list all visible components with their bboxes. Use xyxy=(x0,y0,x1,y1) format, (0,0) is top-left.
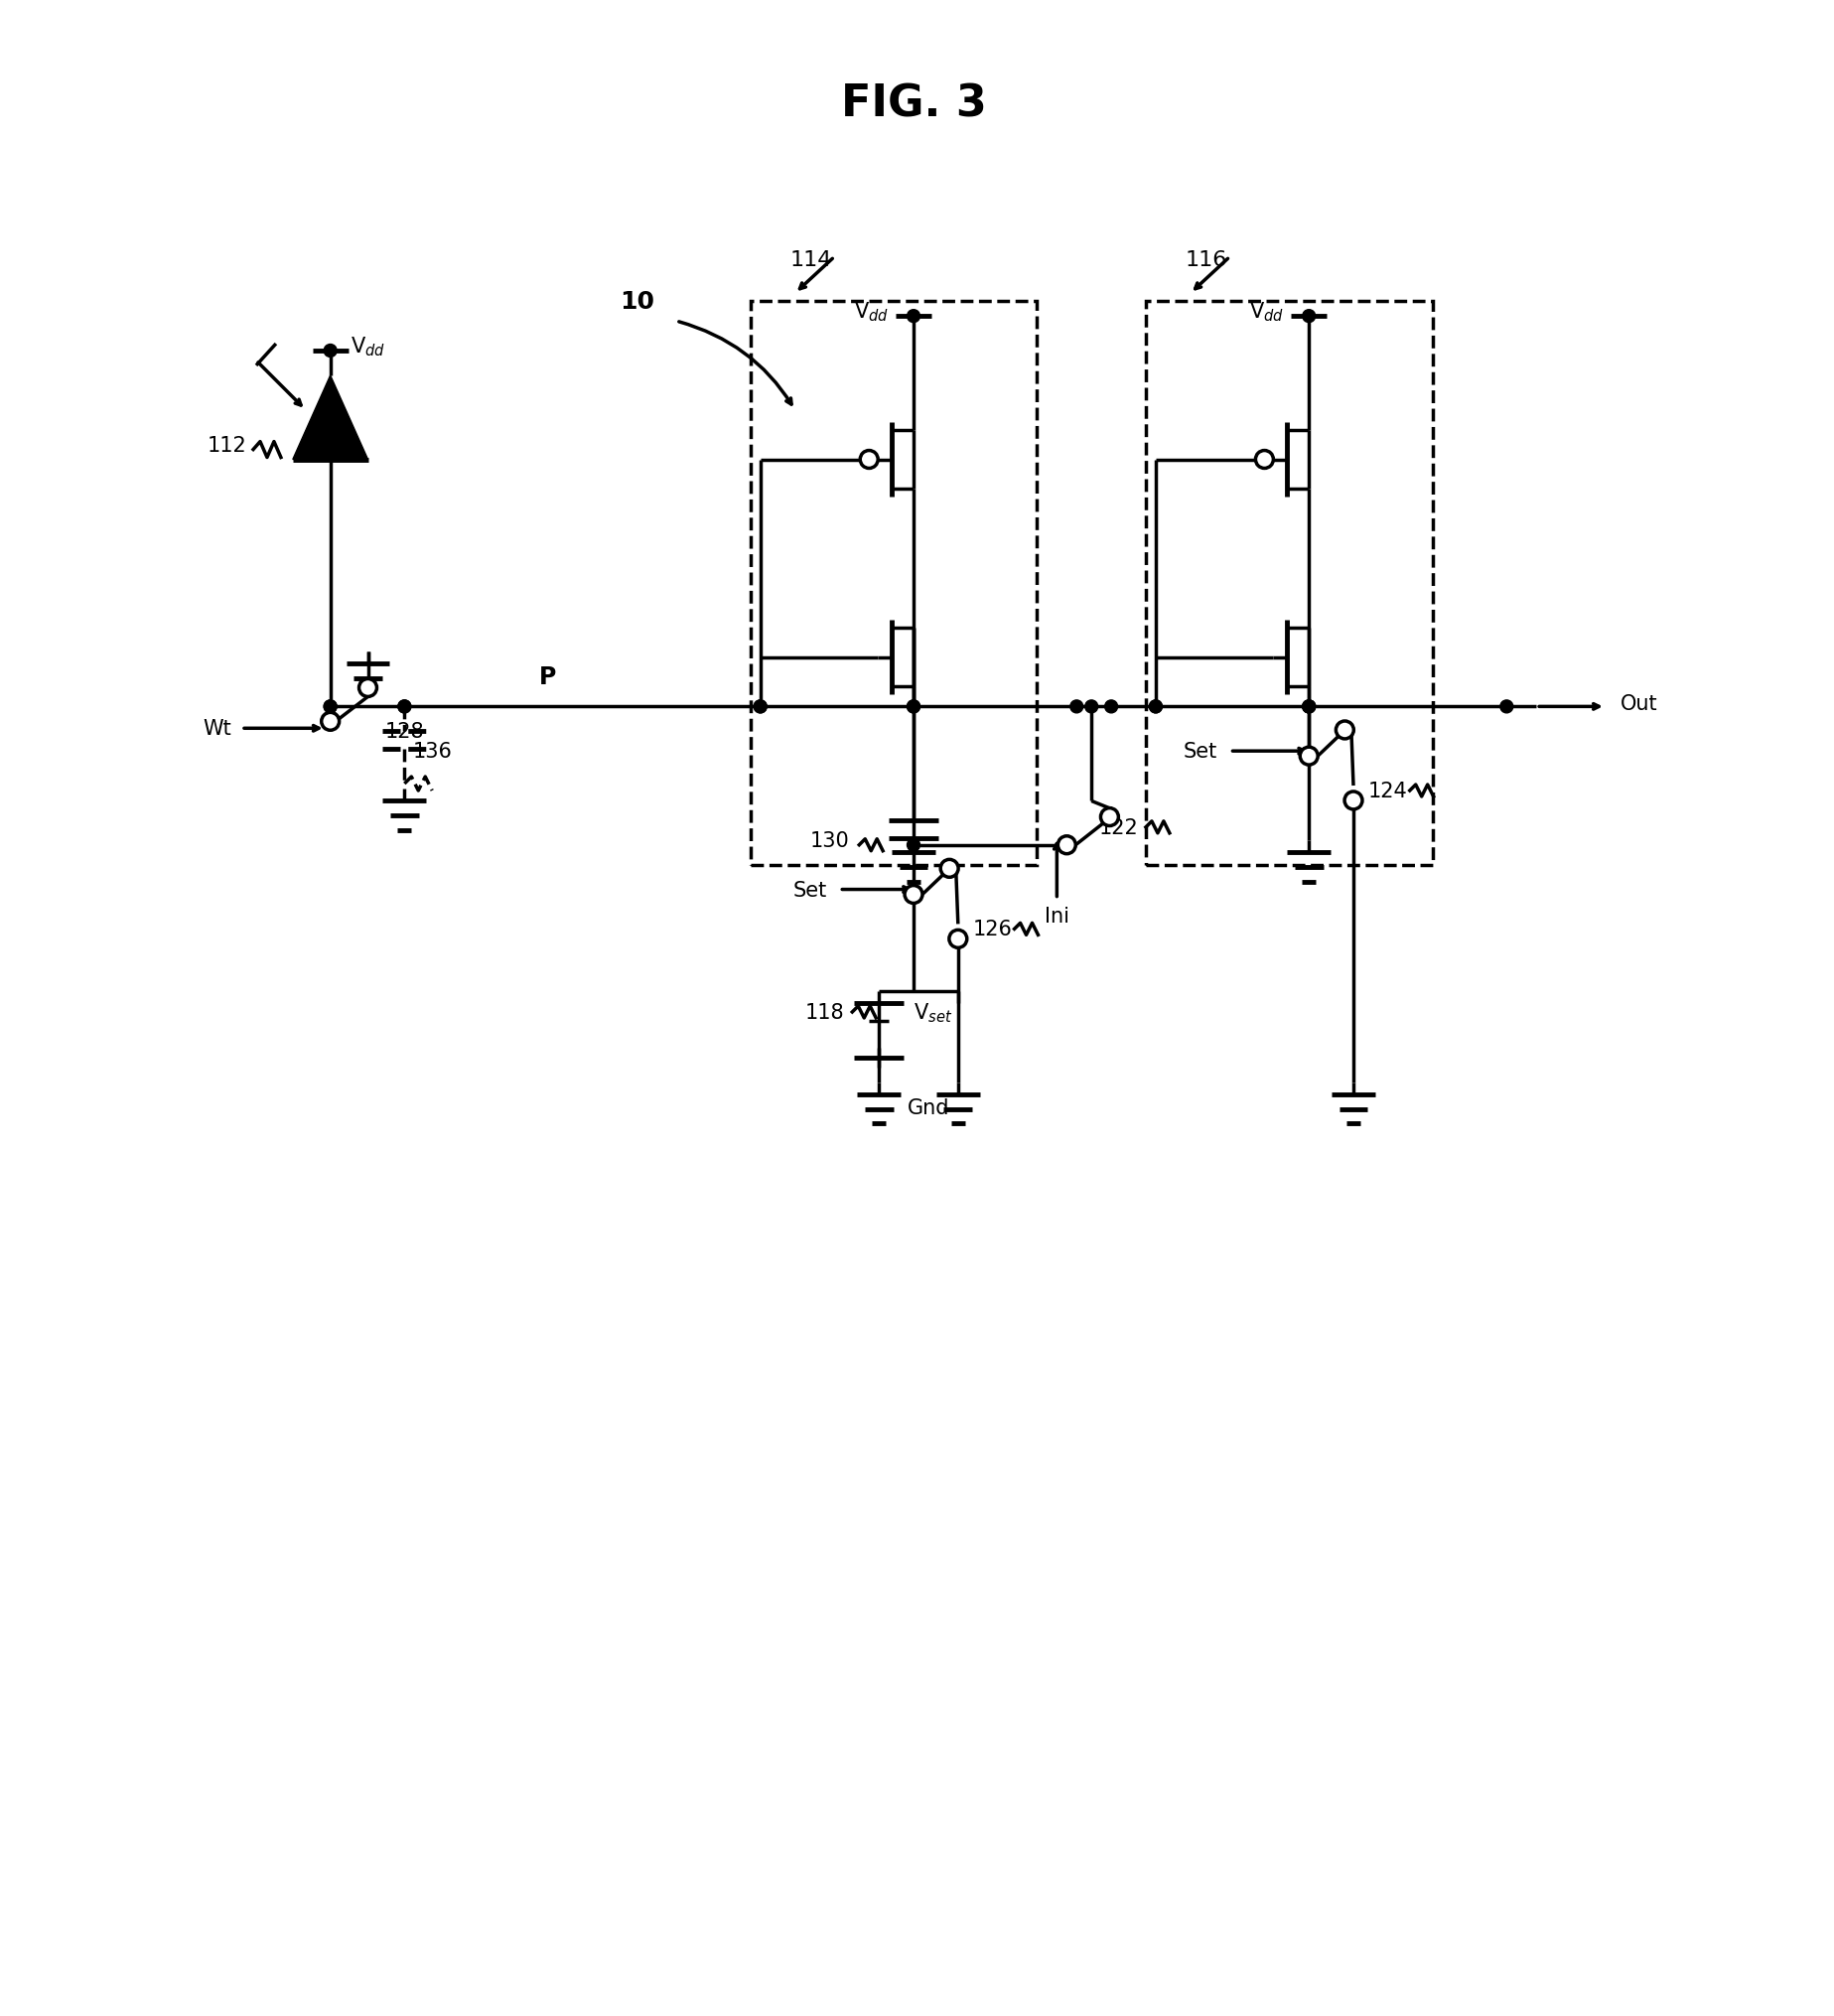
Circle shape xyxy=(1058,837,1077,855)
Circle shape xyxy=(908,310,921,323)
Text: P: P xyxy=(539,665,556,689)
Circle shape xyxy=(754,702,767,714)
Circle shape xyxy=(1344,792,1363,810)
Circle shape xyxy=(950,931,967,948)
Circle shape xyxy=(1302,702,1315,714)
Circle shape xyxy=(860,452,878,470)
Circle shape xyxy=(904,885,923,903)
Text: 130: 130 xyxy=(811,831,849,851)
Text: FIG. 3: FIG. 3 xyxy=(840,83,987,125)
Circle shape xyxy=(941,861,959,877)
Text: V$_{dd}$: V$_{dd}$ xyxy=(855,300,889,325)
Text: Out: Out xyxy=(1619,694,1658,714)
Text: V$_{dd}$: V$_{dd}$ xyxy=(1249,300,1284,325)
Circle shape xyxy=(1071,702,1084,714)
Text: 122: 122 xyxy=(1099,818,1139,837)
Circle shape xyxy=(754,702,767,714)
Circle shape xyxy=(1086,702,1099,714)
Circle shape xyxy=(398,702,411,714)
Text: Gnd: Gnd xyxy=(908,1097,950,1117)
Text: Wt: Wt xyxy=(204,720,231,738)
Circle shape xyxy=(321,714,339,732)
Circle shape xyxy=(908,702,921,714)
Bar xyxy=(1146,302,1432,865)
Text: 116: 116 xyxy=(1185,250,1227,270)
Text: Set: Set xyxy=(1183,742,1218,762)
Circle shape xyxy=(1500,702,1513,714)
Polygon shape xyxy=(293,377,369,460)
Text: 118: 118 xyxy=(805,1002,844,1022)
Circle shape xyxy=(1300,748,1319,766)
Text: Ini: Ini xyxy=(1044,907,1069,927)
Circle shape xyxy=(908,702,921,714)
Circle shape xyxy=(325,702,337,714)
Circle shape xyxy=(1150,702,1163,714)
Circle shape xyxy=(1100,808,1119,827)
Text: 136: 136 xyxy=(413,742,451,762)
Text: Set: Set xyxy=(792,881,827,899)
Text: 10: 10 xyxy=(620,290,655,314)
Text: 124: 124 xyxy=(1368,780,1409,800)
Text: 126: 126 xyxy=(972,919,1012,939)
Text: 128: 128 xyxy=(385,722,424,742)
Circle shape xyxy=(1256,452,1273,470)
Circle shape xyxy=(908,839,921,853)
Circle shape xyxy=(1302,310,1315,323)
Circle shape xyxy=(1104,702,1117,714)
Text: V$_{dd}$: V$_{dd}$ xyxy=(350,335,385,359)
Circle shape xyxy=(1302,702,1315,714)
Text: 112: 112 xyxy=(207,435,246,456)
Circle shape xyxy=(398,702,411,714)
Text: 114: 114 xyxy=(790,250,833,270)
Circle shape xyxy=(1302,702,1315,714)
Circle shape xyxy=(325,702,337,714)
Bar xyxy=(750,302,1036,865)
Circle shape xyxy=(325,345,337,357)
Circle shape xyxy=(359,679,376,698)
Circle shape xyxy=(1335,722,1353,740)
Circle shape xyxy=(1150,702,1163,714)
Text: V$_{set}$: V$_{set}$ xyxy=(913,1000,952,1024)
